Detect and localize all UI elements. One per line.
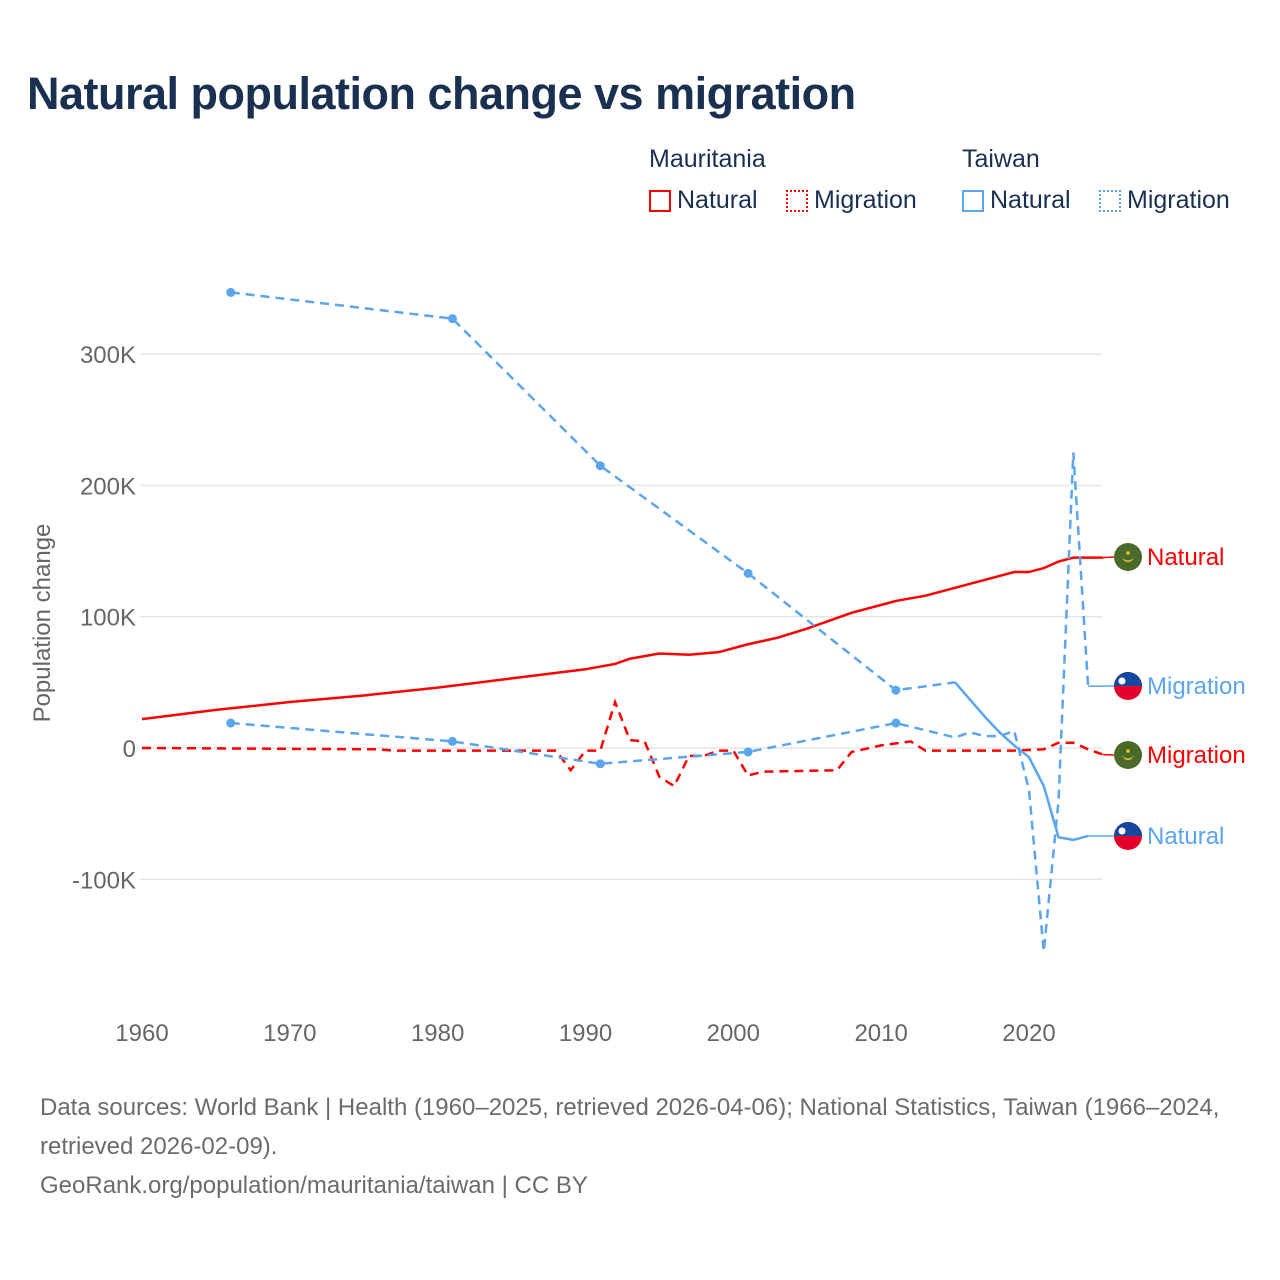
y-tick-label: 200K: [80, 473, 136, 500]
y-axis-label: Population change: [29, 524, 56, 723]
legend-label: Migration: [1127, 186, 1230, 214]
taiwan-flag-icon: [1114, 822, 1142, 850]
data-point-taiwan-natural: [595, 461, 605, 471]
x-tick-label: 1970: [263, 1020, 316, 1047]
source-note: Data sources: World Bank | Health (1960–…: [40, 1088, 1260, 1205]
star-icon: [1126, 551, 1130, 555]
flag-canton: [1114, 822, 1142, 836]
data-point-taiwan-migration: [891, 718, 901, 728]
crescent-icon: [1122, 754, 1134, 760]
y-tick-label: 300K: [80, 342, 136, 369]
flag-canton: [1114, 672, 1142, 686]
data-point-taiwan-natural: [447, 314, 457, 324]
legend-mauritania-migration[interactable]: Migration: [786, 186, 917, 215]
y-tick-label: -100K: [72, 867, 136, 894]
label-connector: [1102, 556, 1115, 559]
x-tick-label: 1960: [115, 1020, 168, 1047]
series-line-taiwan-migration: [230, 452, 1090, 952]
data-point-taiwan-migration: [743, 747, 753, 757]
sun-icon: [1118, 827, 1126, 835]
legend-group-mauritania: Mauritania: [649, 145, 766, 173]
chart-title: Natural population change vs migration: [27, 68, 856, 119]
y-tick-label: 0: [123, 736, 136, 763]
star-icon: [1126, 749, 1130, 753]
x-tick-label: 1990: [559, 1020, 612, 1047]
legend-taiwan-migration[interactable]: Migration: [1099, 186, 1230, 215]
data-point-taiwan-natural: [226, 287, 236, 297]
source-text: Data sources: World Bank | Health (1960–…: [40, 1094, 1220, 1160]
mauritania-flag-icon: [1114, 543, 1142, 571]
legend-swatch-dotted: [1099, 189, 1121, 212]
series-end-label: Migration: [1147, 673, 1246, 700]
series-end-label: Natural: [1147, 823, 1224, 850]
sun-icon: [1118, 677, 1126, 685]
legend-mauritania-natural[interactable]: Natural: [649, 186, 758, 215]
series-line-taiwan-natural: [954, 681, 1089, 842]
x-tick-label: 2020: [1002, 1020, 1055, 1047]
data-point-taiwan-migration: [595, 759, 605, 769]
x-tick-label: 1980: [411, 1020, 464, 1047]
data-point-taiwan-natural: [891, 685, 901, 695]
crescent-icon: [1122, 556, 1134, 562]
legend-swatch-solid: [649, 189, 671, 212]
series-line-mauritania-migration: [141, 698, 1104, 788]
x-tick-label: 2000: [707, 1020, 760, 1047]
data-point-taiwan-migration: [447, 736, 457, 746]
mauritania-flag-icon: [1114, 741, 1142, 769]
series-end-label: Migration: [1147, 742, 1246, 769]
flag-background: [1114, 741, 1142, 769]
legend-swatch-dotted: [786, 189, 808, 212]
taiwan-flag-icon: [1114, 672, 1142, 700]
y-tick-label: 100K: [80, 605, 136, 632]
data-point-taiwan-migration: [226, 718, 236, 728]
legend-label: Migration: [814, 186, 917, 214]
legend-swatch-solid: [962, 189, 984, 212]
legend-label: Natural: [677, 186, 758, 214]
series-end-label: Natural: [1147, 544, 1224, 571]
data-point-taiwan-natural: [743, 568, 753, 578]
attribution-link[interactable]: GeoRank.org/population/mauritania/taiwan…: [40, 1172, 588, 1199]
legend-label: Natural: [990, 186, 1071, 214]
flag-background: [1114, 543, 1142, 571]
legend-group-taiwan: Taiwan: [962, 145, 1040, 173]
legend-taiwan-natural[interactable]: Natural: [962, 186, 1071, 215]
series-line-mauritania-natural: [141, 556, 1103, 721]
x-tick-label: 2010: [854, 1020, 907, 1047]
series-line-taiwan-natural-interpolated: [230, 291, 956, 692]
